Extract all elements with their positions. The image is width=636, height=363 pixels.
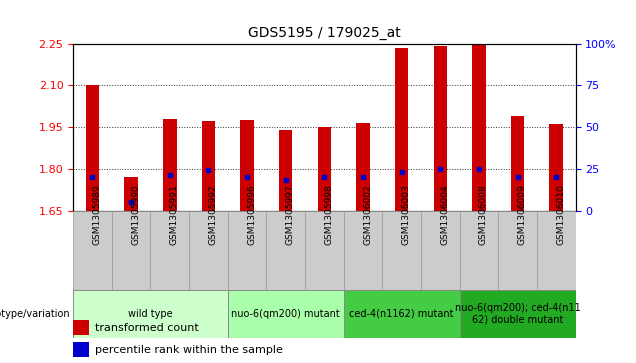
FancyBboxPatch shape [343,290,460,338]
Text: GSM1306008: GSM1306008 [479,184,488,245]
Bar [163,119,177,211]
FancyBboxPatch shape [498,211,537,290]
FancyBboxPatch shape [460,211,498,290]
Bar [472,44,486,211]
Bar [511,116,524,211]
Text: GSM1306002: GSM1306002 [363,184,372,245]
Text: GSM1306010: GSM1306010 [556,184,565,245]
Text: genotype/variation: genotype/variation [0,309,70,319]
Bar [86,85,99,211]
Text: GSM1305992: GSM1305992 [209,184,218,245]
FancyBboxPatch shape [421,211,460,290]
Bar [202,122,215,211]
Title: GDS5195 / 179025_at: GDS5195 / 179025_at [248,26,401,40]
FancyBboxPatch shape [73,211,112,290]
Text: percentile rank within the sample: percentile rank within the sample [95,345,283,355]
Text: GSM1305998: GSM1305998 [324,184,333,245]
Bar [73,320,89,335]
Text: GSM1306004: GSM1306004 [440,184,449,245]
Bar [317,127,331,211]
Text: GSM1305996: GSM1305996 [247,184,256,245]
Text: transformed count: transformed count [95,323,199,333]
Bar [240,120,254,211]
Bar [434,46,447,211]
FancyBboxPatch shape [343,211,382,290]
Text: GSM1305989: GSM1305989 [92,184,102,245]
Bar [125,177,138,211]
FancyBboxPatch shape [189,211,228,290]
Bar [279,130,293,211]
FancyBboxPatch shape [305,211,343,290]
FancyBboxPatch shape [266,211,305,290]
Text: nuo-6(qm200) mutant: nuo-6(qm200) mutant [232,309,340,319]
Bar [550,124,563,211]
FancyBboxPatch shape [228,290,343,338]
FancyBboxPatch shape [537,211,576,290]
Bar [356,123,370,211]
FancyBboxPatch shape [382,211,421,290]
FancyBboxPatch shape [73,290,228,338]
Text: wild type: wild type [128,309,173,319]
Text: GSM1305997: GSM1305997 [286,184,294,245]
Text: ced-4(n1162) mutant: ced-4(n1162) mutant [349,309,454,319]
Text: nuo-6(qm200); ced-4(n11
62) double mutant: nuo-6(qm200); ced-4(n11 62) double mutan… [455,303,581,325]
Text: GSM1306003: GSM1306003 [402,184,411,245]
FancyBboxPatch shape [460,290,576,338]
FancyBboxPatch shape [151,211,189,290]
Text: GSM1305991: GSM1305991 [170,184,179,245]
Text: GSM1305990: GSM1305990 [131,184,140,245]
FancyBboxPatch shape [112,211,151,290]
Bar [73,342,89,357]
Text: GSM1306009: GSM1306009 [518,184,527,245]
FancyBboxPatch shape [228,211,266,290]
Bar [395,48,408,211]
